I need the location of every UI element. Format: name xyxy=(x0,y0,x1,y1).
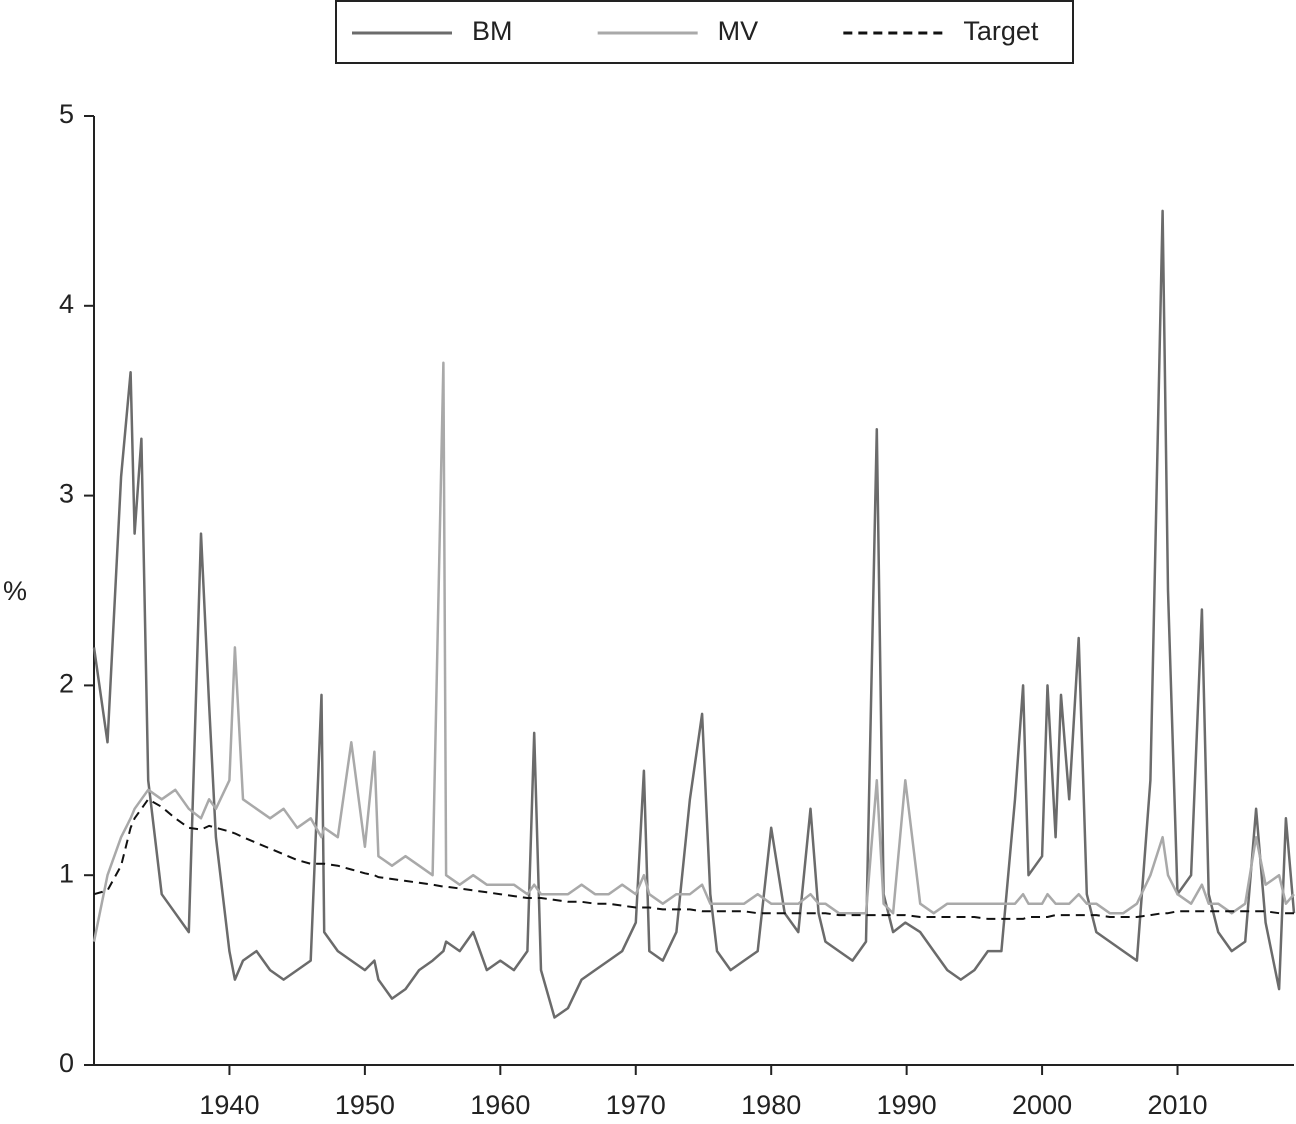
y-tick-label: 4 xyxy=(59,289,74,319)
y-tick-label: 2 xyxy=(59,669,74,699)
x-tick-label: 2010 xyxy=(1147,1090,1207,1120)
series-line xyxy=(92,209,1296,1019)
x-tick-label: 2000 xyxy=(1012,1090,1072,1120)
x-tick-label: 1950 xyxy=(335,1090,395,1120)
y-tick-label: 5 xyxy=(59,99,74,129)
legend-box xyxy=(335,0,1074,64)
series-line xyxy=(93,798,1294,920)
x-tick-label: 1970 xyxy=(606,1090,666,1120)
y-tick-label: 1 xyxy=(59,858,74,888)
x-tick-label: 1990 xyxy=(877,1090,937,1120)
y-tick-label: 0 xyxy=(59,1048,74,1078)
series-line xyxy=(92,361,1295,942)
legend-label: MV xyxy=(718,16,759,46)
legend-label: Target xyxy=(963,16,1039,46)
y-axis-label: % xyxy=(3,576,27,606)
legend-label: BM xyxy=(472,16,513,46)
x-tick-label: 1940 xyxy=(199,1090,259,1120)
x-tick-label: 1960 xyxy=(470,1090,530,1120)
y-tick-label: 3 xyxy=(59,479,74,509)
x-tick-label: 1980 xyxy=(741,1090,801,1120)
